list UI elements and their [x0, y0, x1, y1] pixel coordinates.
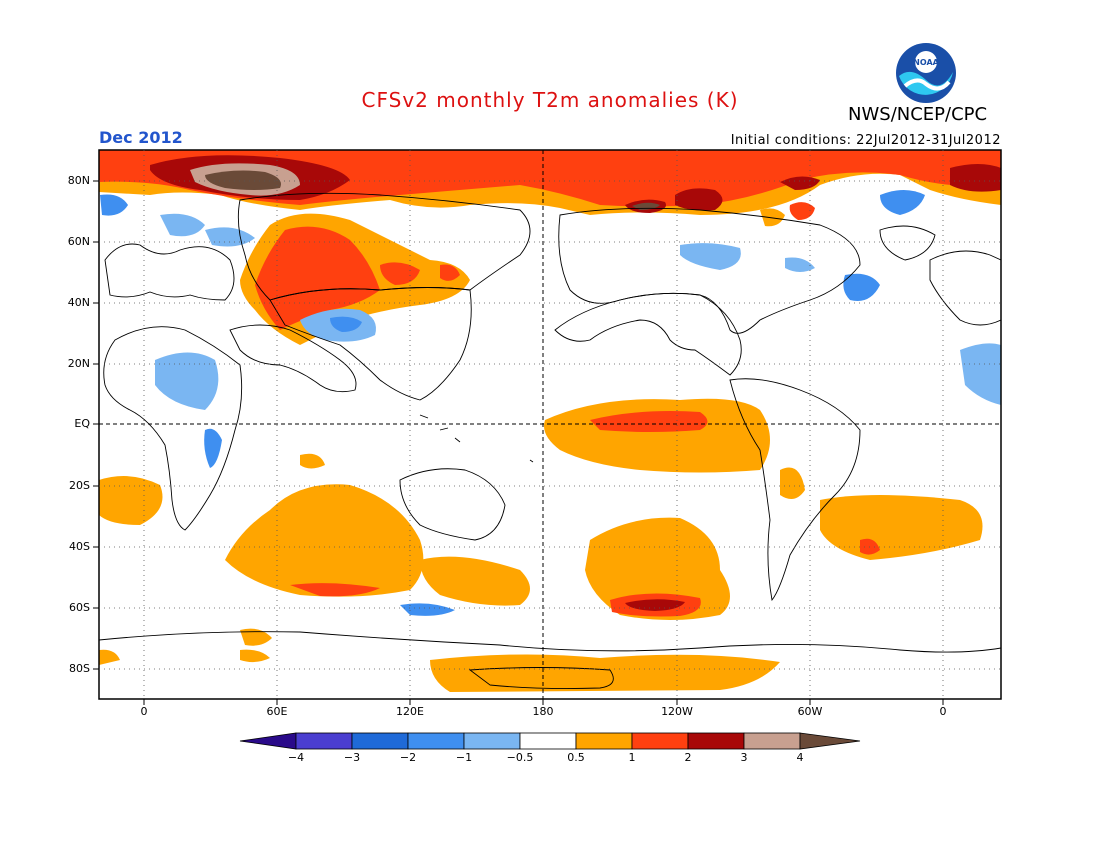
- southern-warm-anomaly: [99, 453, 983, 692]
- axis-ticks: [93, 180, 944, 705]
- colorbar-label: 3: [740, 751, 748, 764]
- colorbar: [239, 732, 861, 750]
- cold-anomaly-patches: [100, 190, 1001, 616]
- lon-label-120w: 120W: [661, 705, 693, 718]
- colorbar-label: 4: [796, 751, 804, 764]
- lat-label-40s: 40S: [69, 540, 90, 553]
- lat-label-20s: 20S: [69, 479, 90, 492]
- lon-label-120e: 120E: [396, 705, 424, 718]
- lon-label-60e: 60E: [266, 705, 288, 718]
- colorbar-label: 2: [684, 751, 692, 764]
- colorbar-lower-arrow: [239, 732, 297, 750]
- agency-label: NWS/NCEP/CPC: [848, 104, 988, 125]
- colorbar-upper-arrow: [799, 732, 861, 750]
- colorbar-label: −0.5: [506, 751, 534, 764]
- lon-label-0-west: 0: [140, 705, 148, 718]
- lon-label-0-east: 0: [939, 705, 947, 718]
- colorbar-label: 1: [628, 751, 636, 764]
- pacific-warm-anomaly: [544, 398, 770, 473]
- map-title: CFSv2 monthly T2m anomalies (K): [361, 88, 739, 112]
- logo-text: NOAA: [913, 58, 939, 67]
- lat-label-20n: 20N: [67, 357, 90, 370]
- asia-warm-anomaly: [240, 213, 470, 345]
- colorbar-label: −4: [287, 751, 305, 764]
- forecast-month: Dec 2012: [99, 128, 183, 147]
- lat-label-40n: 40N: [67, 296, 90, 309]
- lat-label-80s: 80S: [69, 662, 90, 675]
- colorbar-label: 0.5: [567, 751, 585, 764]
- lon-label-180: 180: [532, 705, 554, 718]
- graticule: [99, 150, 1001, 699]
- lat-label-eq: EQ: [74, 417, 90, 430]
- lon-label-60w: 60W: [797, 705, 823, 718]
- colorbar-label: −1: [455, 751, 473, 764]
- lat-label-80n: 80N: [67, 174, 90, 187]
- lat-label-60n: 60N: [67, 235, 90, 248]
- colorbar-label: −2: [399, 751, 417, 764]
- arctic-warm-anomaly: [99, 150, 1001, 227]
- initial-conditions: Initial conditions: 22Jul2012-31Jul2012: [730, 133, 1001, 148]
- equator-dateline: [99, 150, 1001, 699]
- colorbar-label: −3: [343, 751, 361, 764]
- noaa-logo: NOAA: [896, 43, 956, 103]
- coastlines: [99, 192, 1001, 690]
- tibet-cold-anomaly: [300, 308, 376, 342]
- lat-label-60s: 60S: [69, 601, 90, 614]
